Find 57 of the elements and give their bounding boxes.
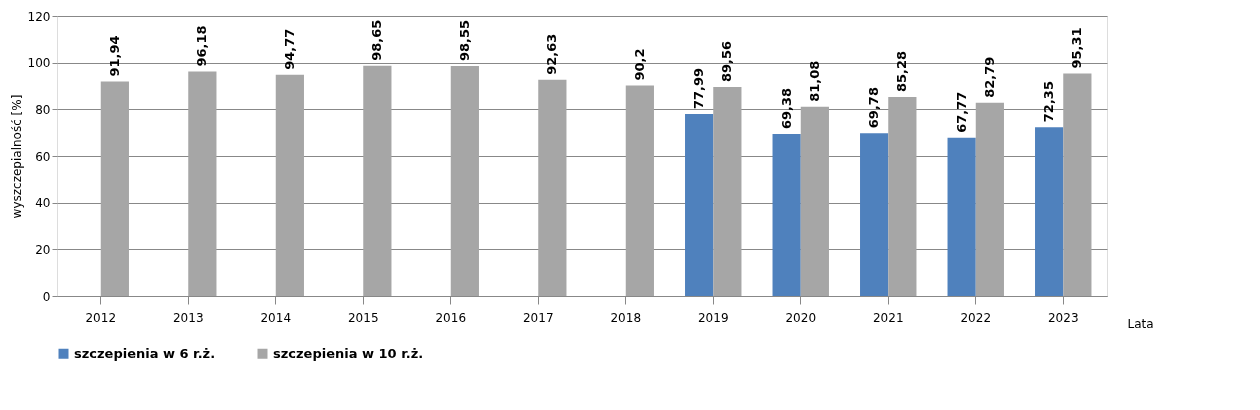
- x-tick-label: 2012: [85, 310, 117, 325]
- x-tick-label: 2015: [347, 310, 379, 325]
- legend-label: szczepienia w 10 r.ż.: [273, 345, 424, 361]
- x-tick-label: 2020: [785, 310, 817, 325]
- data-label: 98,55: [456, 19, 472, 62]
- y-axis-title: wyszczepialność [%]: [9, 94, 24, 219]
- x-tick-label: 2017: [522, 310, 554, 325]
- data-label: 98,65: [369, 19, 385, 61]
- data-label: 94,77: [281, 28, 297, 70]
- x-tick-label: 2019: [697, 310, 729, 325]
- data-label: 96,18: [194, 25, 210, 67]
- bar: [275, 74, 304, 296]
- x-tick-label: 2023: [1047, 310, 1079, 325]
- x-tick-label: 2013: [172, 310, 204, 325]
- y-tick-label: 100: [27, 56, 51, 71]
- x-tick-label: 2014: [260, 310, 292, 325]
- bar: [625, 85, 654, 296]
- bar: [363, 65, 392, 296]
- x-tick-label: 2022: [960, 310, 992, 325]
- y-tick-label: 0: [42, 289, 51, 304]
- bar: [713, 87, 742, 296]
- data-label: 91,94: [106, 35, 122, 77]
- data-label: 77,99: [691, 67, 707, 110]
- bar: [860, 133, 889, 296]
- bar: [538, 79, 567, 296]
- data-label: 89,56: [719, 40, 735, 83]
- x-tick-label: 2018: [610, 310, 642, 325]
- bar: [685, 114, 714, 296]
- bar: [100, 81, 129, 296]
- data-label: 81,08: [806, 60, 822, 102]
- y-tick-label: 80: [35, 102, 51, 117]
- y-tick-label: 40: [35, 196, 51, 211]
- x-tick-label: 2016: [435, 310, 467, 325]
- bar: [947, 137, 976, 296]
- x-tick-label: 2021: [872, 310, 904, 325]
- y-tick-label: 120: [27, 9, 51, 24]
- bar: [772, 134, 801, 296]
- data-label: 92,63: [544, 33, 560, 75]
- data-label: 95,31: [1069, 27, 1085, 69]
- data-label: 69,78: [866, 87, 882, 129]
- bar: [800, 106, 829, 296]
- data-label: 90,2: [631, 48, 647, 81]
- legend-label: szczepienia w 6 r.ż.: [74, 345, 216, 361]
- bar: [450, 66, 479, 296]
- data-label: 72,35: [1041, 81, 1057, 123]
- bar: [1035, 127, 1064, 296]
- bar: [1063, 73, 1092, 296]
- data-label: 69,38: [778, 87, 794, 130]
- data-label: 82,79: [981, 56, 997, 98]
- bar: [188, 71, 217, 296]
- y-tick-label: 20: [35, 242, 51, 257]
- bar: [975, 102, 1004, 296]
- x-axis-title: Lata: [1127, 316, 1154, 331]
- data-label: 85,28: [894, 50, 910, 93]
- y-tick-label: 60: [35, 149, 51, 164]
- data-label: 67,77: [953, 91, 969, 133]
- bar: [888, 97, 917, 296]
